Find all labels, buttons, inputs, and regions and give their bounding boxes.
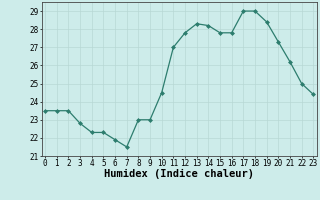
X-axis label: Humidex (Indice chaleur): Humidex (Indice chaleur) — [104, 169, 254, 179]
